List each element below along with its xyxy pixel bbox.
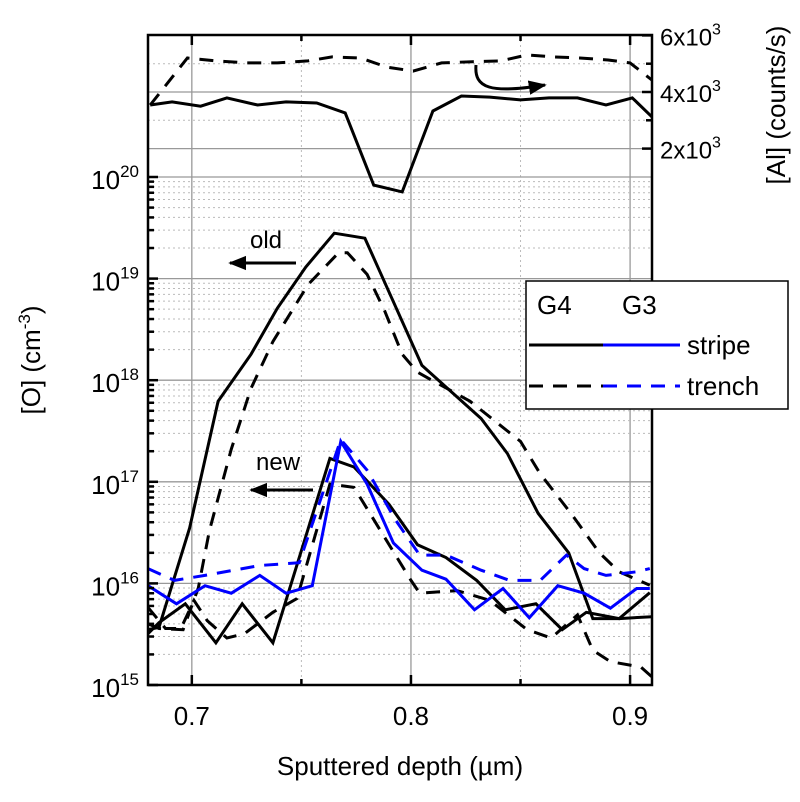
y2-axis-label: [Al] (counts/s) <box>761 26 791 185</box>
y2-tick-label-exp: 3 <box>712 78 721 95</box>
series-o-g3-trench-new <box>148 436 651 582</box>
x-tick-label: 0.7 <box>174 701 210 731</box>
y2-tick-label: 2x103 <box>660 135 721 165</box>
y-tick-label: 1017 <box>91 467 139 500</box>
y-tick-label-exp: 20 <box>120 162 139 181</box>
y2-tick-label-exp: 3 <box>712 135 721 152</box>
y-tick-label-base: 10 <box>91 470 120 500</box>
y-axis-label-main: [O] (cm <box>16 329 46 414</box>
annotation-old: old <box>250 227 282 254</box>
y2-tick-label-exp: 3 <box>712 21 721 38</box>
legend-header-g3: G3 <box>622 290 657 320</box>
y-tick-label-exp: 17 <box>120 467 139 486</box>
legend-label-stripe: stripe <box>687 330 751 360</box>
ticks <box>148 34 652 687</box>
series-o-g3-stripe-new <box>148 437 650 620</box>
legend-label-trench: trench <box>687 371 759 401</box>
y-tick-label-base: 10 <box>91 368 120 398</box>
y-tick-label-exp: 18 <box>120 365 139 384</box>
x-tick-label: 0.9 <box>612 701 648 731</box>
y-tick-label-base: 10 <box>91 165 120 195</box>
y-tick-label-base: 10 <box>91 673 120 703</box>
al-axis-arrow <box>474 64 547 95</box>
series-o-g4-trench-new <box>148 482 652 679</box>
y2-tick-label: 6x103 <box>660 21 721 51</box>
series-o-g4-trench-old <box>148 251 651 632</box>
y2-tick-label-base: 6x10 <box>660 24 712 51</box>
series-o-g4-stripe-old <box>148 231 652 632</box>
y2-tick-label: 4x103 <box>660 78 721 108</box>
series-al-g4-trench <box>149 53 652 106</box>
x-axis-label: Sputtered depth (µm) <box>277 751 523 781</box>
y-tick-label-exp: 16 <box>120 568 139 587</box>
y-tick-label: 1016 <box>91 568 139 601</box>
series-al-g4-stripe <box>149 94 652 194</box>
annotation-new: new <box>256 449 301 476</box>
y2-tick-label-base: 2x10 <box>660 138 712 165</box>
y-tick-label: 1020 <box>91 162 139 195</box>
x-tick-label: 0.8 <box>393 701 429 731</box>
y-tick-label-exp: 19 <box>120 264 139 283</box>
y-tick-label-exp: 15 <box>120 670 139 689</box>
y-tick-label: 1019 <box>91 264 139 297</box>
y-axis-label: [O] (cm-3) <box>15 305 46 414</box>
y-tick-label: 1015 <box>91 670 139 703</box>
legend-header-g4: G4 <box>537 290 572 320</box>
tick-labels: 0.7 0.8 0.91015101610171018101910202x1034x… <box>91 21 721 731</box>
y-tick-label-base: 10 <box>91 571 120 601</box>
y-axis-label-sup: -3 <box>15 314 34 329</box>
y2-tick-label-base: 4x10 <box>660 81 712 108</box>
y-tick-label: 1018 <box>91 365 139 398</box>
legend: G4 G3 stripe trench <box>525 280 789 410</box>
y-axis-label-end: ) <box>16 305 46 314</box>
series-group <box>148 53 652 679</box>
y-tick-label-base: 10 <box>91 267 120 297</box>
